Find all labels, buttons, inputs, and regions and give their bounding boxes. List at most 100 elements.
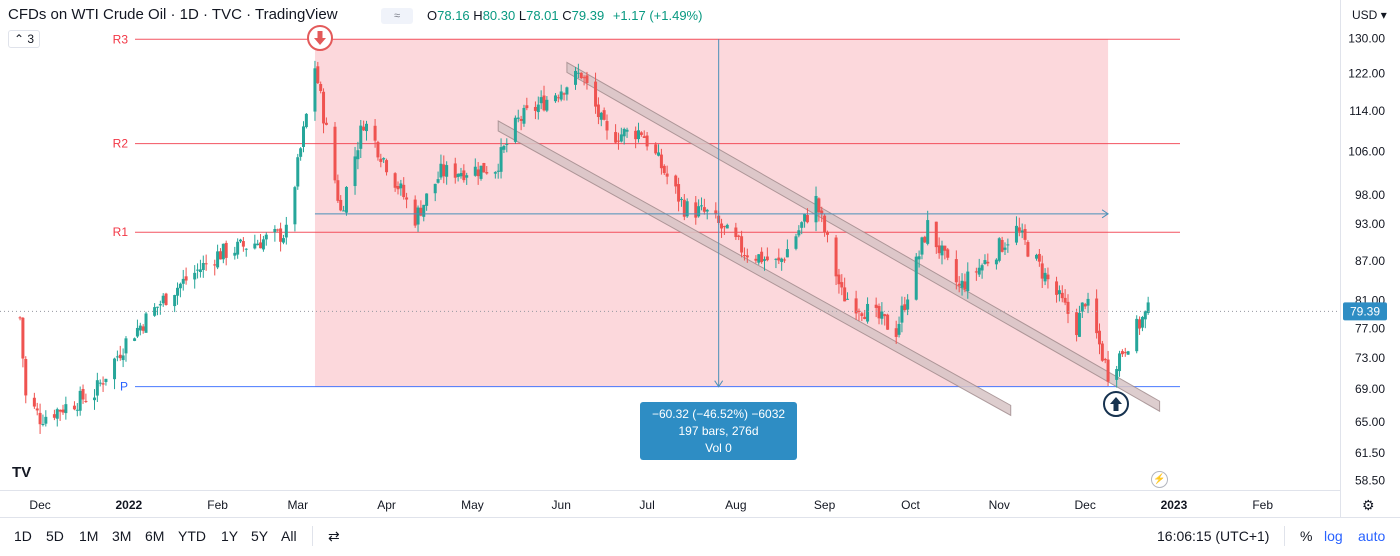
candle-body — [794, 236, 798, 249]
candle-body — [173, 295, 177, 307]
candle-body — [762, 259, 766, 261]
x-tick-label: 2022 — [115, 498, 142, 512]
candle-body — [396, 186, 400, 190]
candle-body — [1057, 290, 1061, 295]
candle-body — [542, 95, 546, 111]
candle-body — [619, 134, 623, 142]
log-toggle[interactable]: log — [1324, 528, 1343, 544]
candle-body — [903, 304, 907, 311]
candle-body — [302, 126, 306, 147]
candle-body — [113, 358, 117, 380]
candle-body — [559, 91, 563, 100]
candle-body — [642, 136, 646, 139]
candle-body — [373, 125, 377, 141]
candle-body — [233, 252, 237, 256]
range-3m[interactable]: 3M — [112, 528, 132, 544]
candle-body — [665, 173, 669, 177]
candle-body — [353, 156, 357, 187]
candle-body — [342, 210, 346, 212]
chart-title[interactable]: CFDs on WTI Crude Oil · 1D · TVC · Tradi… — [8, 6, 338, 23]
candle-body — [356, 150, 360, 160]
percent-toggle[interactable]: % — [1300, 528, 1313, 544]
candle-body — [344, 186, 348, 213]
lightning-icon[interactable]: ⚡ — [1151, 471, 1168, 488]
candle-body — [425, 193, 429, 206]
pivot-label-r3: R3 — [113, 32, 129, 46]
candle-body — [436, 179, 440, 183]
candle-body — [1106, 359, 1110, 382]
arrow-up-icon[interactable] — [1103, 391, 1129, 417]
candle-body — [886, 314, 890, 330]
y-tick-label: 93.00 — [1355, 217, 1385, 231]
candle-body — [1037, 253, 1041, 262]
candle-body — [582, 77, 586, 79]
measure-label[interactable]: −60.32 (−46.52%) −6032 197 bars, 276d Vol … — [640, 402, 797, 460]
candle-body — [313, 68, 317, 112]
clock-time[interactable]: 16:06:15 (UTC+1) — [1157, 528, 1270, 544]
candle-body — [218, 251, 222, 260]
candle-body — [854, 298, 858, 314]
y-tick-label: 114.00 — [1349, 104, 1385, 118]
candle-body — [84, 400, 88, 402]
channel-lower-band[interactable] — [497, 120, 1012, 417]
candle-body — [605, 121, 609, 131]
tradingview-logo: TV — [12, 464, 32, 481]
candle-body — [906, 299, 910, 310]
candle-body — [685, 201, 689, 217]
candle-body — [324, 122, 328, 125]
date-price-range-zone[interactable] — [314, 39, 1109, 387]
candle-body — [740, 236, 744, 253]
range-1m[interactable]: 1M — [79, 528, 99, 544]
range-1y[interactable]: 1Y — [221, 528, 239, 544]
candle-body — [525, 105, 529, 109]
candle-body — [937, 245, 941, 254]
candle-body — [133, 338, 137, 341]
candle-body — [362, 126, 366, 131]
candle-body — [960, 280, 964, 288]
candle-body — [797, 230, 801, 236]
range-5d[interactable]: 5D — [46, 528, 64, 544]
range-1d[interactable]: 1D — [14, 528, 32, 544]
candle-body — [800, 222, 804, 228]
range-ytd[interactable]: YTD — [178, 528, 206, 544]
candle-body — [1060, 292, 1064, 299]
candle-body — [513, 117, 517, 142]
range-6m[interactable]: 6M — [145, 528, 165, 544]
gear-icon[interactable]: ⚙ — [1362, 497, 1375, 513]
candle-body — [1120, 351, 1124, 355]
candle-body — [1063, 297, 1067, 303]
y-tick-label: 77.00 — [1355, 321, 1385, 335]
candle-body — [198, 269, 202, 273]
candle-body — [336, 180, 340, 201]
range-all[interactable]: All — [281, 528, 297, 544]
y-tick-label: 122.00 — [1348, 67, 1385, 81]
candle-body — [21, 317, 25, 359]
candle-body — [213, 264, 217, 266]
candle-body — [279, 228, 283, 242]
indicators-collapse-button[interactable]: ⌃ 3 — [8, 30, 41, 48]
currency-selector[interactable]: USD ▾ — [1352, 8, 1387, 22]
y-tick-label: 130.00 — [1348, 31, 1385, 45]
candle-body — [236, 241, 240, 255]
candle-body — [499, 147, 503, 172]
candle-body — [502, 145, 506, 150]
candle-body — [1143, 311, 1147, 320]
legend-toggle[interactable]: ≈ — [381, 8, 413, 24]
candle-body — [720, 223, 724, 229]
candle-body — [994, 259, 998, 265]
candle-body — [966, 271, 970, 292]
candle-body — [814, 195, 818, 223]
range-5y[interactable]: 5Y — [251, 528, 269, 544]
candle-body — [765, 256, 769, 261]
candle-body — [1000, 239, 1004, 252]
candle-body — [697, 206, 701, 217]
y-tick-label: 73.00 — [1355, 351, 1385, 365]
candle-body — [834, 237, 838, 277]
x-tick-label: Nov — [989, 498, 1010, 512]
auto-toggle[interactable]: auto — [1358, 528, 1386, 544]
arrow-down-icon[interactable] — [307, 25, 333, 51]
candle-body — [734, 227, 738, 238]
candle-body — [1100, 343, 1104, 361]
date-range-icon[interactable]: ⇄ — [328, 528, 340, 544]
